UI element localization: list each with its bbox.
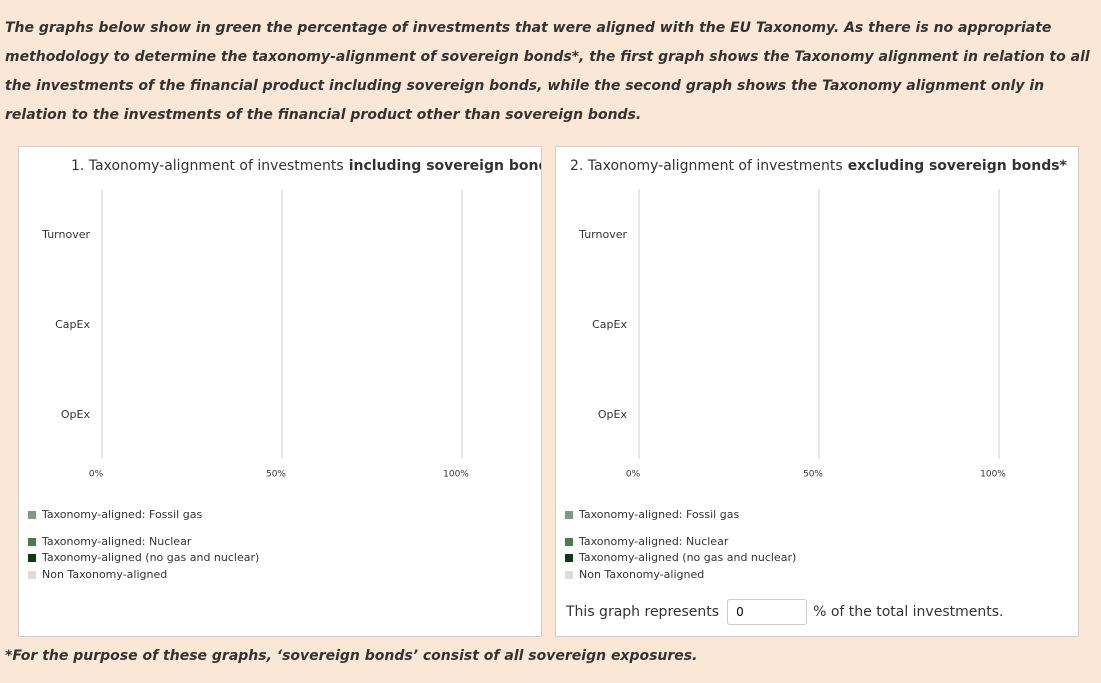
legend-swatch [565, 571, 573, 579]
legend-swatch [565, 511, 573, 519]
legend-label: Taxonomy-aligned: Fossil gas [578, 508, 739, 521]
legend-swatch [565, 538, 573, 546]
legend-label: Taxonomy-aligned: Nuclear [41, 535, 192, 548]
legend-swatch [565, 554, 573, 562]
y-tick-label: Turnover [578, 228, 627, 241]
legend-label: Taxonomy-aligned (no gas and nuclear) [578, 551, 796, 564]
chart-panel: 1. Taxonomy-alignment of investments incl… [18, 146, 542, 637]
y-tick-label: OpEx [598, 408, 628, 421]
chart-panel: 2. Taxonomy-alignment of investments excl… [555, 146, 1079, 637]
legend-label: Taxonomy-aligned (no gas and nuclear) [41, 551, 259, 564]
title-bold: including sovereign bonds [349, 158, 541, 174]
chart-title: 2. Taxonomy-alignment of investments excl… [570, 158, 1068, 174]
legend-swatch [28, 511, 36, 519]
x-tick-label: 100% [443, 470, 469, 480]
title-text: 2. Taxonomy-alignment of investments [570, 158, 843, 174]
legend-swatch [28, 538, 36, 546]
note-prefix: This graph represents [566, 604, 720, 620]
x-tick-label: 100% [980, 470, 1006, 480]
x-tick-label: 0% [89, 470, 104, 480]
legend-label: Non Taxonomy-aligned [579, 568, 704, 581]
legend-label: Taxonomy-aligned: Fossil gas [41, 508, 202, 521]
x-tick-label: 0% [626, 470, 641, 480]
chart: 2. Taxonomy-alignment of investments excl… [565, 158, 1068, 581]
chart: 1. Taxonomy-alignment of investments incl… [28, 158, 541, 581]
legend-label: Taxonomy-aligned: Nuclear [578, 535, 729, 548]
legend-swatch [28, 571, 36, 579]
y-tick-label: OpEx [61, 408, 91, 421]
legend-label: Non Taxonomy-aligned [42, 568, 167, 581]
x-tick-label: 50% [803, 470, 823, 480]
intro-text: The graphs below show in green the perce… [5, 20, 1090, 123]
x-tick-label: 50% [266, 470, 286, 480]
title-bold: excluding sovereign bonds* [848, 158, 1068, 174]
percent-input[interactable] [727, 599, 808, 625]
title-text: 1. Taxonomy-alignment of investments [71, 158, 344, 174]
y-tick-label: Turnover [41, 228, 90, 241]
y-tick-label: CapEx [55, 318, 90, 331]
chart-title: 1. Taxonomy-alignment of investments incl… [71, 158, 541, 174]
total-note: This graph represents % of the total inve… [566, 598, 1003, 626]
footnote: *For the purpose of these graphs, ‘sover… [5, 648, 698, 664]
legend-swatch [28, 554, 36, 562]
note-suffix: % of the total investments. [813, 604, 1004, 620]
y-tick-label: CapEx [592, 318, 627, 331]
